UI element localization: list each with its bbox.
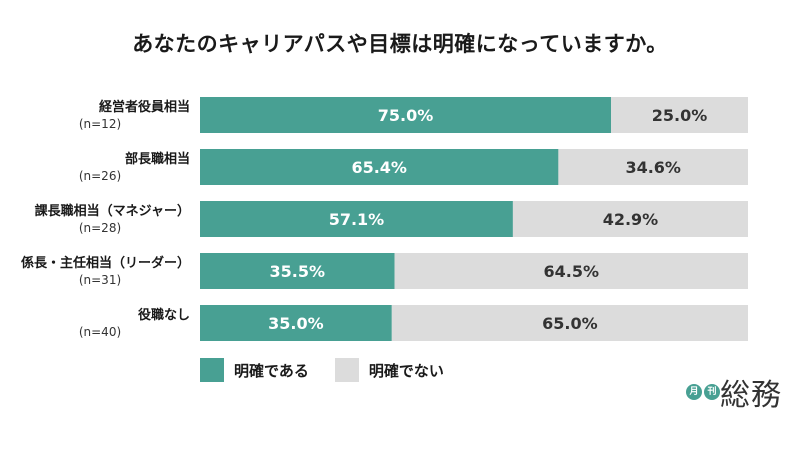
category-n-label: (n=31): [79, 273, 121, 287]
data-label-unclear: 64.5%: [544, 262, 600, 281]
legend-swatch-clear: [200, 358, 224, 382]
data-label-clear: 75.0%: [378, 106, 434, 125]
stacked-bar-chart: 経営者役員相当 (n=12) 75.0% 25.0% 部長職相当 (n=26) 65.4% 3…: [21, 97, 748, 341]
logo-circle-publication: 刊: [704, 384, 720, 400]
chart-title: あなたのキャリアパスや目標は明確になっていますか。: [132, 32, 668, 56]
category-n-label: (n=12): [79, 117, 121, 131]
data-label-clear: 35.5%: [270, 262, 326, 281]
legend: 明確である 明確でない: [200, 358, 470, 382]
legend-item-unclear: 明確でない: [334, 358, 444, 382]
category-label: 係長・主任相当（リーダー）: [21, 255, 190, 271]
data-label-clear: 65.4%: [351, 158, 407, 177]
bar-segment-clear: [200, 201, 513, 237]
data-label-clear: 35.0%: [268, 314, 324, 333]
bar-segment-clear: [200, 305, 392, 341]
category-label: 経営者役員相当: [99, 99, 190, 115]
category-label: 役職なし: [138, 307, 190, 323]
logo-circles: 月 刊: [686, 384, 720, 400]
category-label: 部長職相当: [125, 151, 190, 167]
bar-segment-unclear: [391, 305, 748, 341]
category-label: 課長職相当（マネジャー）: [35, 203, 190, 219]
data-label-unclear: 42.9%: [603, 210, 659, 229]
legend-swatch-unclear: [334, 358, 359, 382]
bar-segment-clear: [200, 97, 611, 133]
legend-item-clear: 明確である: [200, 358, 309, 382]
legend-label-unclear: 明確でない: [368, 361, 444, 380]
bar-segment-clear: [200, 253, 395, 289]
category-n-label: (n=40): [79, 325, 121, 339]
bar-segment-clear: [200, 149, 559, 185]
bar-segment-unclear: [512, 201, 748, 237]
logo-circle-month: 月: [686, 384, 702, 400]
data-label-unclear: 25.0%: [652, 106, 708, 125]
logo-text: 総務: [720, 378, 782, 413]
bar-segment-unclear: [394, 253, 748, 289]
data-label-unclear: 34.6%: [625, 158, 681, 177]
gekkan-soumu-logo: 月 刊 総務: [686, 370, 782, 414]
category-n-label: (n=26): [79, 169, 121, 183]
legend-label-clear: 明確である: [234, 361, 309, 380]
bar-segment-unclear: [558, 149, 748, 185]
category-n-label: (n=28): [79, 221, 121, 235]
data-label-clear: 57.1%: [329, 210, 385, 229]
bar-segment-unclear: [611, 97, 748, 133]
data-label-unclear: 65.0%: [542, 314, 598, 333]
